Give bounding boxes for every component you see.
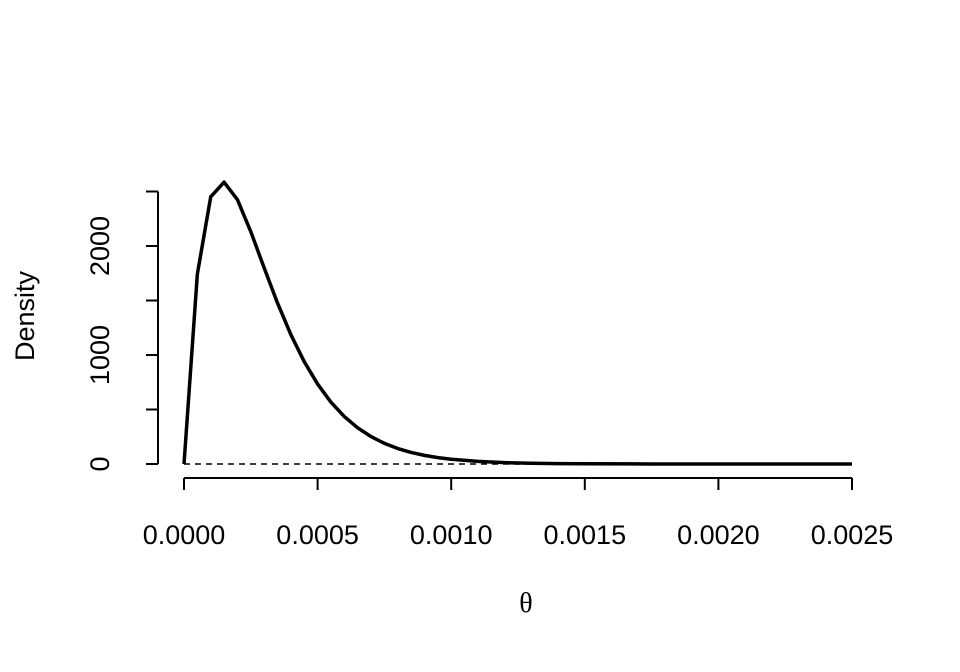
x-axis-label: θ bbox=[519, 588, 532, 619]
x-tick-label: 0.0015 bbox=[544, 520, 627, 550]
x-tick-label: 0.0010 bbox=[410, 520, 493, 550]
y-tick-label: 2000 bbox=[85, 216, 115, 276]
x-tick-label: 0.0020 bbox=[677, 520, 760, 550]
y-axis-label: Density bbox=[10, 270, 40, 361]
y-tick-label: 1000 bbox=[85, 325, 115, 385]
x-tick-label: 0.0025 bbox=[811, 520, 894, 550]
x-tick-label: 0.0005 bbox=[276, 520, 359, 550]
density-curve bbox=[182, 180, 853, 466]
y-tick-label: 0 bbox=[85, 456, 115, 471]
x-tick-label: 0.0000 bbox=[143, 520, 226, 550]
